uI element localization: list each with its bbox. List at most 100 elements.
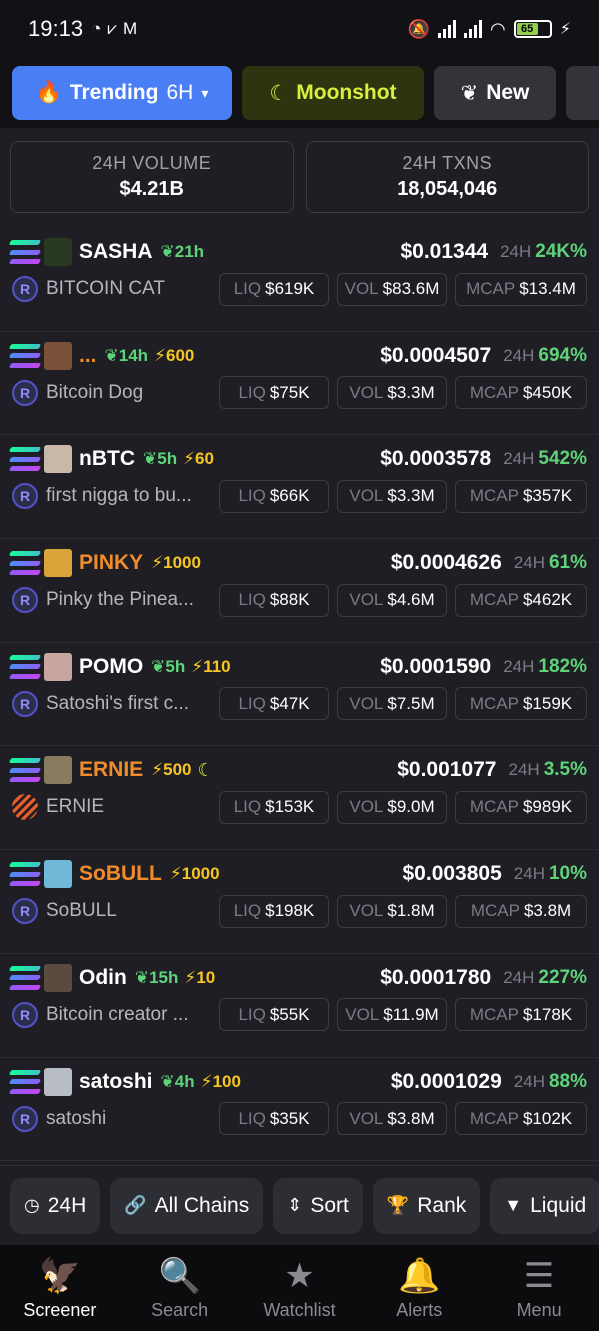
nav-menu[interactable]: ☰ Menu xyxy=(484,1256,594,1321)
filter-rank[interactable]: 🏆 Rank xyxy=(372,1177,481,1234)
mcap-value: $3.8M xyxy=(523,901,572,921)
boost-badge: ⚡1000 xyxy=(151,553,201,573)
age-value: 15h xyxy=(149,967,179,987)
tab-more[interactable] xyxy=(566,66,599,120)
clock-icon: ◷ xyxy=(24,1195,40,1215)
change-label: 24H xyxy=(513,864,545,884)
change-value: 694% xyxy=(538,344,587,366)
token-name: Bitcoin Dog xyxy=(46,381,144,403)
token-price: $0.001077 xyxy=(397,758,497,782)
token-symbol: PINKY xyxy=(79,551,144,575)
liquidity-metric: LIQ $153K xyxy=(219,790,329,824)
change-value: 10% xyxy=(548,863,587,885)
filter-24h[interactable]: ◷ 24H xyxy=(10,1177,101,1234)
token-metrics: LIQ $35K VOL $3.8M MCAP $102K xyxy=(219,1102,587,1135)
filter-liquid[interactable]: ▼ Liquid xyxy=(490,1177,599,1234)
filter-all-chains[interactable]: 🔗 All Chains xyxy=(110,1177,264,1234)
tab-new[interactable]: ❦ New xyxy=(434,66,556,120)
mail-icon: M xyxy=(122,19,138,38)
lightning-icon: ⚡ xyxy=(200,1071,213,1091)
token-row[interactable]: Odin ❦15h ⚡10 $0.0001780 24H 227% R Bitc… xyxy=(0,954,599,1058)
nav-search[interactable]: 🔍 Search xyxy=(125,1256,235,1321)
star-icon: ★ xyxy=(284,1256,315,1295)
tab-trending[interactable]: 🔥 Trending 6H ▾ xyxy=(12,66,232,120)
filter-sort[interactable]: ⇕ Sort xyxy=(273,1177,363,1234)
mcap-metric: MCAP $102K xyxy=(455,1102,587,1135)
mcap-metric: MCAP $159K xyxy=(455,687,587,721)
liq-label: LIQ xyxy=(238,382,266,402)
liq-label: LIQ xyxy=(233,279,262,298)
mcap-label: MCAP xyxy=(470,901,520,921)
mcap-metric: MCAP $13.4M xyxy=(455,272,587,306)
token-symbol: SoBULL xyxy=(79,862,162,886)
token-row[interactable]: nBTC ❦5h ⚡60 $0.0003578 24H 542% R first… xyxy=(0,435,599,540)
boost-badge: ⚡100 xyxy=(201,1072,241,1092)
bottom-nav: 🦅 Screener 🔍 Search ★ Watchlist 🔔 Alerts ☰ Menu xyxy=(0,1245,599,1331)
age-value: 5h xyxy=(165,656,186,676)
solana-icon xyxy=(8,654,42,679)
token-row[interactable]: satoshi ❦4h ⚡100 $0.0001029 24H 88% R sa… xyxy=(0,1058,599,1162)
boost-value: 100 xyxy=(212,1071,241,1091)
mcap-value: $989K xyxy=(522,797,573,817)
dex-icon: R xyxy=(12,379,38,406)
liq-value: $75K xyxy=(269,382,310,402)
token-row[interactable]: ERNIE ⚡500 ☾ $0.001077 24H 3.5% R ERNIE … xyxy=(0,746,599,851)
bell-muted-icon: 🔕 xyxy=(407,18,431,39)
liquidity-metric: LIQ $55K xyxy=(219,998,329,1032)
boost-value: 1000 xyxy=(163,553,201,573)
token-row[interactable]: POMO ❦5h ⚡110 $0.0001590 24H 182% R Sato… xyxy=(0,643,599,747)
vol-label: VOL xyxy=(349,382,384,402)
status-bar: 19:13 ◔ ⩗ M 🔕 ◠ 65 ⚡ xyxy=(0,0,599,58)
change-value: 542% xyxy=(538,448,587,470)
token-price: $0.0001029 xyxy=(390,1069,502,1093)
solana-icon xyxy=(8,1069,42,1094)
solana-icon xyxy=(8,343,42,368)
nav-screener[interactable]: 🦅 Screener xyxy=(5,1256,115,1321)
change-label: 24H xyxy=(513,1071,545,1091)
token-name: BITCOIN CAT xyxy=(46,278,165,299)
age-value: 14h xyxy=(118,345,149,365)
boost-badge: ⚡600 xyxy=(154,346,194,366)
liquidity-metric: LIQ $198K xyxy=(219,894,329,928)
vol-value: $7.5M xyxy=(387,693,435,713)
change-value: 3.5% xyxy=(543,759,587,781)
token-price: $0.0001780 xyxy=(380,965,492,989)
stat-txns-label: 24H TXNS xyxy=(402,153,493,173)
tab-moonshot[interactable]: ☾ Moonshot xyxy=(242,66,424,120)
nav-alerts[interactable]: 🔔 Alerts xyxy=(364,1256,474,1321)
volume-metric: VOL $3.8M xyxy=(337,1102,447,1135)
token-row[interactable]: SASHA ❦21h $0.01344 24H 24K% R BITCOIN C… xyxy=(0,228,599,332)
filter-bar: ◷ 24H 🔗 All Chains ⇕ Sort 🏆 Rank ▼ Liquid xyxy=(0,1165,599,1245)
stat-volume-value: $4.21B xyxy=(119,178,185,200)
vol-label: VOL xyxy=(349,693,384,713)
nav-label: Menu xyxy=(516,1299,562,1320)
liquidity-metric: LIQ $66K xyxy=(219,479,329,513)
stat-txns: 24H TXNS 18,054,046 xyxy=(305,141,589,213)
battery-icon: 65 xyxy=(513,20,552,38)
token-row[interactable]: SoBULL ⚡1000 $0.003805 24H 10% R SoBULL … xyxy=(0,850,599,954)
lightning-icon: ⚡ xyxy=(169,864,182,884)
dex-icon: R xyxy=(12,276,38,302)
vol-value: $4.6M xyxy=(387,590,435,610)
token-row[interactable]: PINKY ⚡1000 $0.0004626 24H 61% R Pinky t… xyxy=(0,539,599,643)
solana-icon xyxy=(8,240,42,264)
nav-watchlist[interactable]: ★ Watchlist xyxy=(244,1256,354,1321)
change-value: 24K% xyxy=(535,241,587,262)
change-value: 182% xyxy=(538,655,587,677)
change-label: 24H xyxy=(503,345,535,365)
tab-trending-label: Trending xyxy=(69,81,159,104)
battery-level: 65 xyxy=(516,23,538,35)
dex-icon: R xyxy=(12,1001,38,1028)
bell-icon: 🔔 xyxy=(398,1256,441,1295)
boost-value: 1000 xyxy=(181,864,220,884)
age-badge: ❦14h xyxy=(105,346,149,366)
change-label: 24H xyxy=(513,553,545,573)
token-row[interactable]: ... ❦14h ⚡600 $0.0004507 24H 694% R Bitc… xyxy=(0,332,599,436)
liq-value: $55K xyxy=(269,1004,310,1024)
sort-icon: ⇕ xyxy=(287,1195,303,1215)
boost-badge: ⚡10 xyxy=(184,968,215,988)
volume-metric: VOL $11.9M xyxy=(337,998,447,1032)
filter-label: 24H xyxy=(47,1193,87,1217)
fire-icon: 🔥 xyxy=(35,81,62,104)
liq-label: LIQ xyxy=(238,693,266,713)
